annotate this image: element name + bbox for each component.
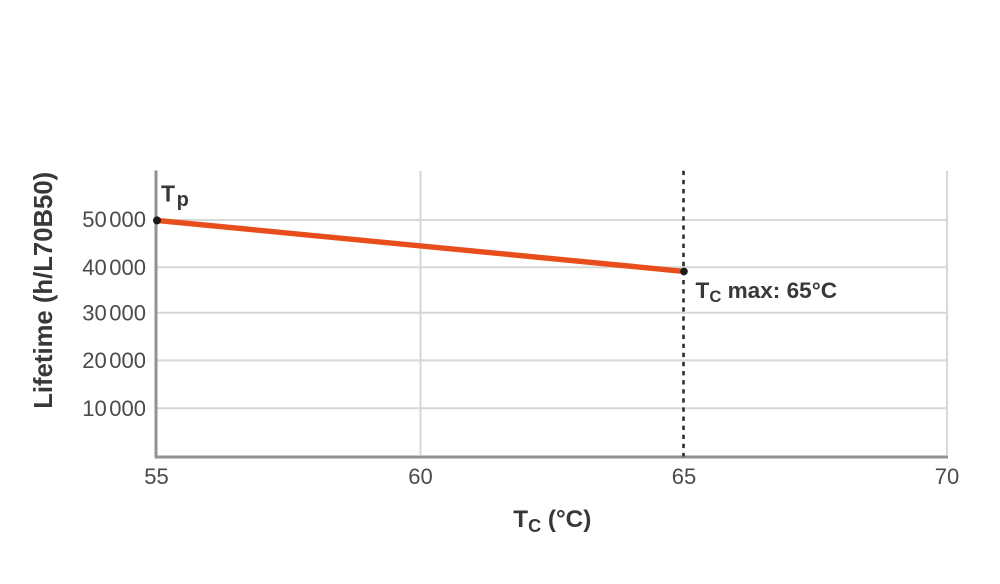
svg-text:55: 55 (144, 464, 168, 489)
svg-text:70: 70 (935, 464, 959, 489)
svg-text:65: 65 (672, 464, 696, 489)
svg-text:TC max: 65°C: TC max: 65°C (696, 278, 838, 306)
svg-text:TC (°C): TC (°C) (513, 506, 591, 536)
svg-text:Tp: Tp (161, 181, 189, 211)
svg-text:60: 60 (408, 464, 432, 489)
svg-text:Lifetime (h/L70B50): Lifetime (h/L70B50) (30, 172, 58, 409)
